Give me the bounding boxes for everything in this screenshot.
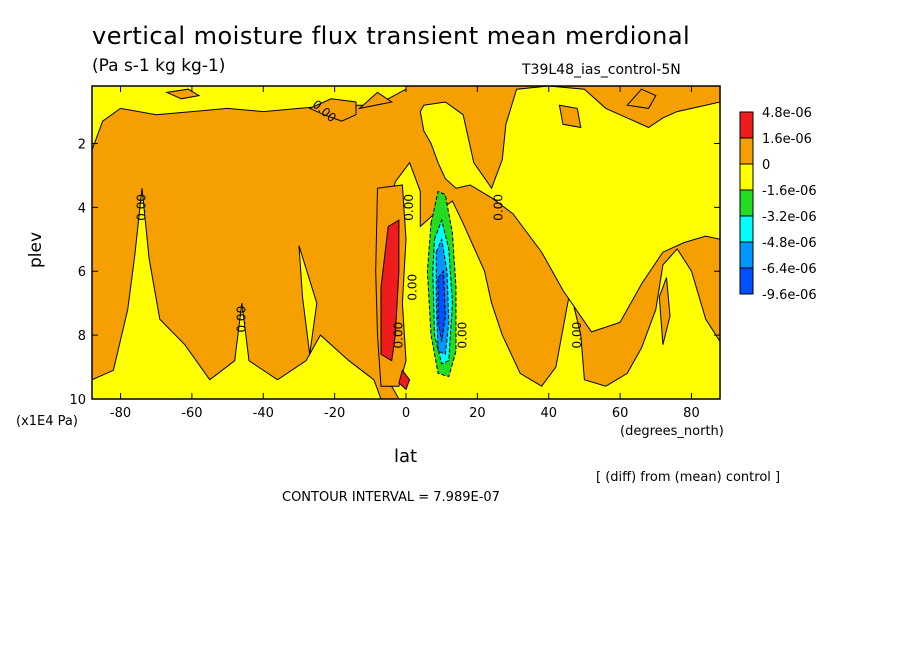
contour-label: 0.00: [391, 322, 405, 349]
legend-label: -4.8e-06: [762, 236, 817, 251]
contour-label: 0.00: [456, 322, 470, 349]
x-tick-label: 60: [612, 406, 629, 421]
diff-note: [ (diff) from (mean) control ]: [596, 470, 781, 485]
x-tick-label: 40: [540, 406, 557, 421]
contour-label: 0.00: [570, 322, 584, 349]
legend-swatch: [739, 215, 754, 243]
y-tick-label: 2: [78, 137, 86, 152]
contour-region-neg_4: [437, 269, 446, 342]
x-tick-label: -80: [110, 406, 131, 421]
contour-region-positive: [626, 88, 657, 109]
x-tick-label: 20: [469, 406, 486, 421]
contour-label: 0.00: [134, 194, 148, 221]
chart-units: (Pa s-1 kg kg-1): [92, 56, 226, 76]
contour-region-near_zero: [92, 188, 382, 399]
legend-label: 1.6e-06: [762, 132, 812, 147]
x-axis-unit: (degrees_north): [620, 424, 724, 439]
legend-label: 0: [762, 158, 770, 173]
contour-region-positive: [658, 277, 671, 345]
x-tick-label: 80: [683, 406, 700, 421]
contour-interval-label: CONTOUR INTERVAL = 7.989E-07: [282, 490, 500, 505]
legend-label: -3.2e-06: [762, 210, 817, 225]
x-tick-label: -20: [324, 406, 345, 421]
contour-region-near_zero: [419, 86, 720, 333]
y-tick-label: 4: [78, 201, 86, 216]
y-tick-label: 10: [69, 393, 86, 408]
legend-swatch: [739, 137, 754, 165]
run-id-label: T39L48_ias_control-5N: [522, 62, 681, 78]
contour-label: 0.00: [234, 306, 248, 333]
contour-region-near_zero: [298, 245, 318, 355]
legend-label: -6.4e-06: [762, 262, 817, 277]
contour-label: 0.00: [402, 194, 416, 221]
contour-label: 0.00: [406, 274, 420, 301]
legend-label: -9.6e-06: [762, 288, 817, 303]
contour-region-strong_positive: [398, 369, 411, 391]
y-axis-unit: (x1E4 Pa): [16, 414, 78, 429]
x-axis-label: lat: [394, 446, 418, 467]
legend-label: 4.8e-06: [762, 106, 812, 121]
legend-swatch: [739, 163, 754, 191]
contour-fill-group: 0.000.000.000.000.00 0.000.00 0.000.00: [92, 86, 720, 399]
x-tick-label: -40: [253, 406, 274, 421]
contour-region-near_zero: [380, 161, 720, 399]
y-tick-label: 6: [78, 265, 86, 280]
x-tick-label: 0: [402, 406, 410, 421]
contour-label: 0.00: [491, 194, 505, 221]
x-tick-label: -60: [181, 406, 202, 421]
legend-label: -1.6e-06: [762, 184, 817, 199]
contour-region-strong_positive: [380, 219, 400, 362]
contour-region-positive: [165, 88, 201, 100]
legend-swatch: [739, 267, 754, 295]
y-tick-label: 8: [78, 329, 86, 344]
contour-region-positive: [558, 104, 582, 129]
legend-swatch: [739, 111, 754, 139]
chart-title: vertical moisture flux transient mean me…: [92, 22, 691, 50]
contour-region-positive: [357, 91, 393, 110]
legend-swatch: [739, 189, 754, 217]
legend-swatch: [739, 241, 754, 269]
contour-region-positive: [308, 98, 357, 122]
